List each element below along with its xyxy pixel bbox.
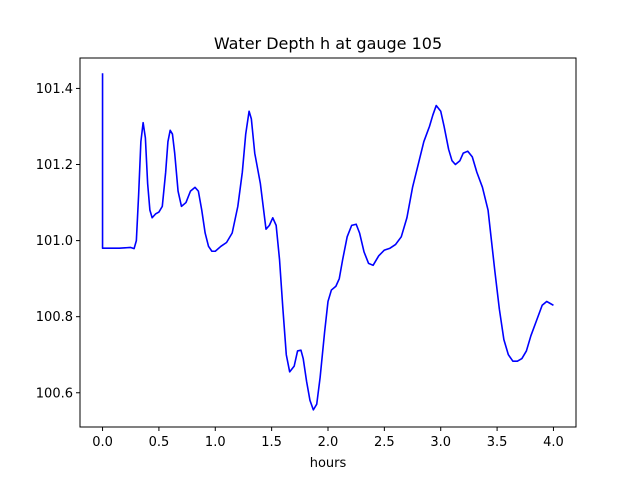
axes-frame — [79, 57, 577, 428]
x-tick-label: 1.0 — [205, 435, 226, 450]
y-axis-ticks: 100.6 100.8 101.0 101.2 101.4 — [36, 82, 80, 401]
x-tick-label: 3.5 — [487, 435, 508, 450]
x-tick-label: 2.5 — [374, 435, 395, 450]
x-axis-label: hours — [310, 456, 347, 471]
x-tick-label: 2.0 — [318, 435, 339, 450]
x-tick-label: 4.0 — [543, 435, 564, 450]
series-line-0 — [101, 73, 554, 411]
y-tick-label: 101.4 — [36, 82, 73, 97]
y-tick-label: 101.2 — [36, 158, 73, 173]
y-tick-label: 100.6 — [36, 386, 73, 401]
x-tick-label: 1.5 — [261, 435, 282, 450]
x-tick-label: 0.5 — [149, 435, 170, 450]
plot-area — [101, 73, 554, 411]
y-tick-label: 100.8 — [36, 310, 73, 325]
x-tick-label: 3.0 — [430, 435, 451, 450]
chart-title: Water Depth h at gauge 105 — [214, 34, 442, 53]
y-tick-label: 101.0 — [36, 234, 73, 249]
x-axis-ticks: 0.0 0.5 1.0 1.5 2.0 2.5 3.0 3.5 4.0 — [92, 427, 564, 450]
x-tick-label: 0.0 — [92, 435, 113, 450]
